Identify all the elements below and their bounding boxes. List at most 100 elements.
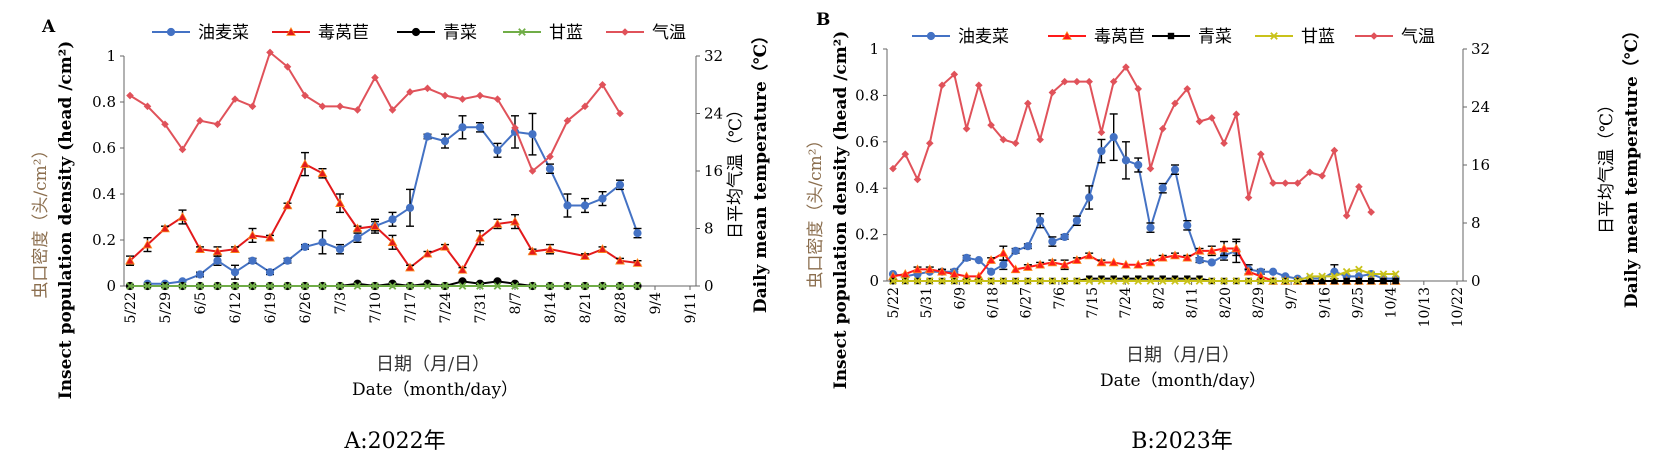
x-tick-label: 7/10 xyxy=(368,292,384,323)
data-point xyxy=(999,277,1008,285)
series-甘蓝 xyxy=(126,282,642,290)
legend-label: 甘蓝 xyxy=(1301,27,1335,47)
data-point xyxy=(1110,275,1117,282)
data-point xyxy=(318,102,327,111)
data-point xyxy=(1084,250,1095,260)
panel-b-plot: 0 0.2 0.4 0.6 0.8 1 0 8 16 24 32 5/22 5/31 6/9 6/18 6/2… xyxy=(855,27,1490,327)
data-point xyxy=(546,152,554,161)
data-point xyxy=(1355,277,1363,285)
data-point xyxy=(511,124,519,132)
data-point xyxy=(1220,139,1228,148)
data-point xyxy=(1147,275,1154,282)
data-point xyxy=(1196,275,1203,282)
data-point xyxy=(1158,277,1167,285)
data-point xyxy=(545,164,555,173)
data-point xyxy=(423,282,432,290)
data-point xyxy=(913,175,922,184)
data-point xyxy=(962,124,971,133)
data-point xyxy=(1159,275,1166,282)
data-point xyxy=(1342,211,1351,220)
data-point xyxy=(231,282,239,290)
data-point xyxy=(1194,245,1205,255)
data-point xyxy=(423,132,432,141)
data-point xyxy=(987,277,995,285)
panel-b-ylabel-right-en: Daily mean temperature（℃） xyxy=(1621,22,1642,308)
data-point xyxy=(405,262,415,272)
x-tick-label: 7/24 xyxy=(1118,287,1134,319)
data-point xyxy=(1146,277,1155,285)
data-point xyxy=(1367,270,1376,278)
data-point xyxy=(1293,277,1302,285)
x-tick-label: 7/24 xyxy=(438,292,454,324)
data-point xyxy=(1047,257,1058,267)
data-point xyxy=(371,73,379,82)
data-point xyxy=(476,91,484,100)
data-point xyxy=(195,244,205,253)
series-气温 xyxy=(889,63,1375,220)
data-point xyxy=(563,116,572,125)
data-point xyxy=(1206,245,1217,255)
data-point xyxy=(633,282,642,290)
data-point xyxy=(1367,277,1375,285)
panel-b-ylabel-en: Insect population density (head /cm²) xyxy=(831,31,851,390)
data-point xyxy=(1097,277,1106,285)
data-point xyxy=(546,282,554,290)
panel-a-ylabel-right-en: Daily mean temperature（℃） xyxy=(750,27,771,313)
data-point xyxy=(440,241,450,251)
panel-b-caption: B:2023年 xyxy=(1131,429,1233,454)
data-point xyxy=(510,216,520,226)
data-point xyxy=(1134,277,1143,285)
x-tick-label: 9/11 xyxy=(683,292,699,323)
data-point xyxy=(161,282,169,290)
data-point xyxy=(493,146,502,155)
data-point xyxy=(1036,216,1045,225)
data-point xyxy=(1085,275,1093,282)
y-tick-label-left: 0.8 xyxy=(855,86,879,104)
data-point xyxy=(458,95,467,103)
data-point xyxy=(900,269,911,278)
data-point xyxy=(1171,99,1179,108)
data-point xyxy=(1343,277,1350,285)
data-point xyxy=(476,282,484,290)
data-point xyxy=(492,218,503,228)
x-tick-label: 6/5 xyxy=(193,292,209,315)
legend-marker xyxy=(166,27,176,37)
data-point xyxy=(1184,275,1191,282)
x-tick-label: 9/4 xyxy=(648,292,664,315)
data-point xyxy=(1109,133,1118,142)
y-tick-label-right: 16 xyxy=(704,162,723,180)
data-point xyxy=(974,277,983,285)
y-tick-label-left: 0.6 xyxy=(855,133,879,151)
data-point xyxy=(248,102,257,111)
data-point xyxy=(616,109,624,118)
y-tick-label-left: 1 xyxy=(106,47,116,65)
data-point xyxy=(1085,277,1094,285)
data-point xyxy=(283,256,292,265)
data-point xyxy=(247,230,258,240)
data-point xyxy=(962,277,971,285)
data-point xyxy=(580,251,590,260)
data-point xyxy=(1011,246,1020,255)
y-tick-label-right: 8 xyxy=(1471,214,1481,232)
data-point xyxy=(1367,208,1375,216)
x-tick-label: 7/15 xyxy=(1085,287,1101,318)
x-tick-label: 7/3 xyxy=(333,292,349,315)
data-point xyxy=(581,102,589,111)
legend-label: 甘蓝 xyxy=(549,23,583,43)
data-point xyxy=(1097,128,1106,137)
data-point xyxy=(1306,277,1314,285)
data-point xyxy=(563,282,572,290)
data-point xyxy=(950,277,959,285)
panel-b-xlabel-en: Date（month/day） xyxy=(1100,371,1266,391)
legend-marker xyxy=(286,26,296,36)
data-point xyxy=(1109,277,1118,285)
x-tick-label: 7/6 xyxy=(1052,287,1068,310)
legend-label: 青菜 xyxy=(1198,27,1232,47)
x-tick-label: 7/17 xyxy=(403,292,419,323)
series-line xyxy=(892,65,1373,220)
data-point xyxy=(1158,124,1167,133)
data-point xyxy=(441,91,449,100)
legend-marker xyxy=(926,31,936,41)
data-point xyxy=(230,268,240,277)
x-tick-label: 8/29 xyxy=(1251,287,1267,318)
